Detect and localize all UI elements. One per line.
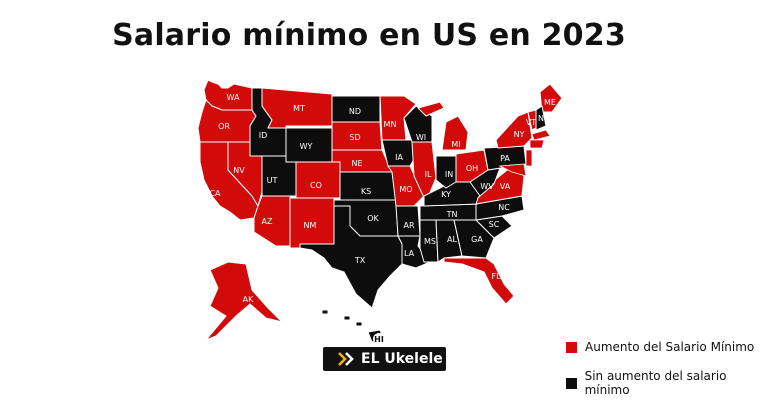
state-label-ok: OK [367, 214, 379, 223]
state-label-al: AL [447, 235, 457, 244]
legend-swatch-no-increase [566, 378, 577, 389]
state-label-mt: MT [293, 104, 305, 113]
state-label-ky: KY [441, 190, 451, 199]
state-label-pa: PA [500, 154, 510, 163]
state-label-ne: NE [351, 159, 362, 168]
state-label-az: AZ [262, 217, 273, 226]
state-label-wv: WV [480, 182, 494, 191]
legend-label-increase: Aumento del Salario Mínimo [585, 340, 754, 354]
state-label-mn: MN [384, 120, 397, 129]
state-label-tn: TN [446, 210, 458, 219]
state-label-id: ID [259, 131, 268, 140]
state-MA-shape [532, 130, 550, 140]
state-FL[interactable] [444, 258, 514, 304]
state-label-ks: KS [361, 187, 371, 196]
state-label-ut: UT [267, 176, 278, 185]
state-label-ny: NY [514, 130, 525, 139]
state-label-hi: HI [374, 335, 384, 344]
state-label-tx: TX [354, 256, 366, 265]
state-label-co: CO [310, 181, 322, 190]
legend-item-increase: Aumento del Salario Mínimo [566, 340, 754, 354]
state-label-fl: FL [491, 272, 501, 281]
el-ukelele-logo: EL Ukelele [323, 347, 446, 371]
state-label-nv: NV [233, 166, 245, 175]
state-CT-RI-shape [530, 140, 544, 148]
ukelele-logo-icon [337, 350, 355, 368]
state-label-wy: WY [300, 142, 313, 151]
state-label-ca: CA [209, 189, 221, 198]
state-label-va: VA [500, 182, 511, 191]
legend-swatch-increase [566, 342, 577, 353]
state-label-mi: MI [451, 140, 460, 149]
state-label-sd: SD [349, 133, 360, 142]
state-label-ms: MS [424, 237, 436, 246]
state-label-oh: OH [466, 164, 478, 173]
state-label-nc: NC [498, 203, 510, 212]
state-label-nh: NH [538, 114, 550, 123]
state-label-wa: WA [227, 93, 240, 102]
state-label-ar: AR [403, 221, 414, 230]
state-label-sc: SC [489, 220, 500, 229]
state-label-ia: IA [395, 153, 403, 162]
state-label-il: IL [425, 170, 432, 179]
legend-label-no-increase: Sin aumento del salario mínimo [585, 369, 768, 397]
state-label-wi: WI [416, 133, 426, 142]
state-label-nd: ND [349, 107, 361, 116]
state-label-ak: AK [243, 295, 254, 304]
state-label-me: ME [544, 98, 556, 107]
state-label-vt: VT [526, 118, 536, 127]
state-label-or: OR [218, 122, 230, 131]
state-label-la: LA [404, 249, 415, 258]
state-CO[interactable] [296, 162, 340, 198]
state-label-nm: NM [304, 221, 317, 230]
state-label-ga: GA [471, 235, 483, 244]
state-NJ-shape [526, 150, 532, 166]
legend-item-no-increase: Sin aumento del salario mínimo [566, 369, 768, 397]
state-label-in: IN [445, 170, 453, 179]
state-label-mo: MO [399, 185, 412, 194]
logo-text: EL Ukelele [361, 351, 443, 367]
